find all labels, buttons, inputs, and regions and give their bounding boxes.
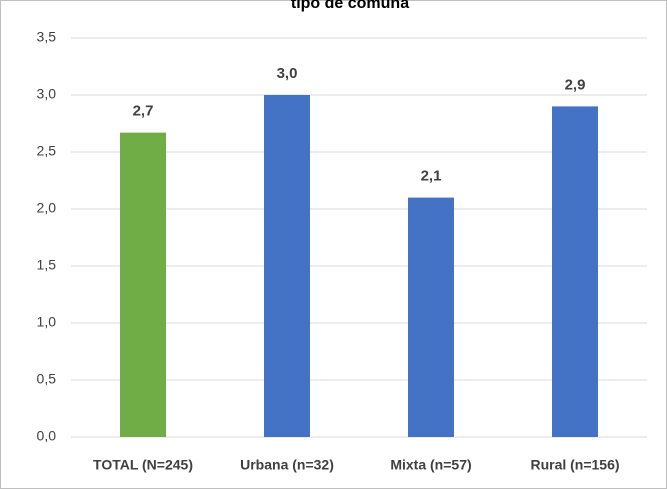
x-tick-label: Rural (n=156) [530, 457, 619, 473]
y-tick-label: 2,0 [37, 200, 57, 216]
bar [408, 197, 454, 437]
bar [264, 95, 310, 437]
y-tick-label: 0,0 [37, 428, 57, 444]
y-tick-label: 3,0 [37, 86, 57, 102]
y-tick-label: 3,5 [37, 29, 57, 45]
chart-title: tipo de comuna [291, 0, 409, 12]
y-tick-label: 2,5 [37, 143, 57, 159]
data-label: 3,0 [277, 65, 298, 82]
y-tick-label: 0,5 [37, 371, 57, 387]
y-tick-label: 1,5 [37, 257, 57, 273]
data-label: 2,7 [133, 103, 154, 120]
bar [552, 106, 598, 438]
y-tick-label: 1,0 [37, 314, 57, 330]
x-tick-label: TOTAL (N=245) [93, 457, 193, 473]
data-label: 2,1 [421, 168, 442, 185]
data-label: 2,9 [565, 76, 586, 93]
x-tick-label: Urbana (n=32) [240, 457, 334, 473]
bar [120, 132, 166, 437]
x-tick-label: Mixta (n=57) [390, 457, 471, 473]
